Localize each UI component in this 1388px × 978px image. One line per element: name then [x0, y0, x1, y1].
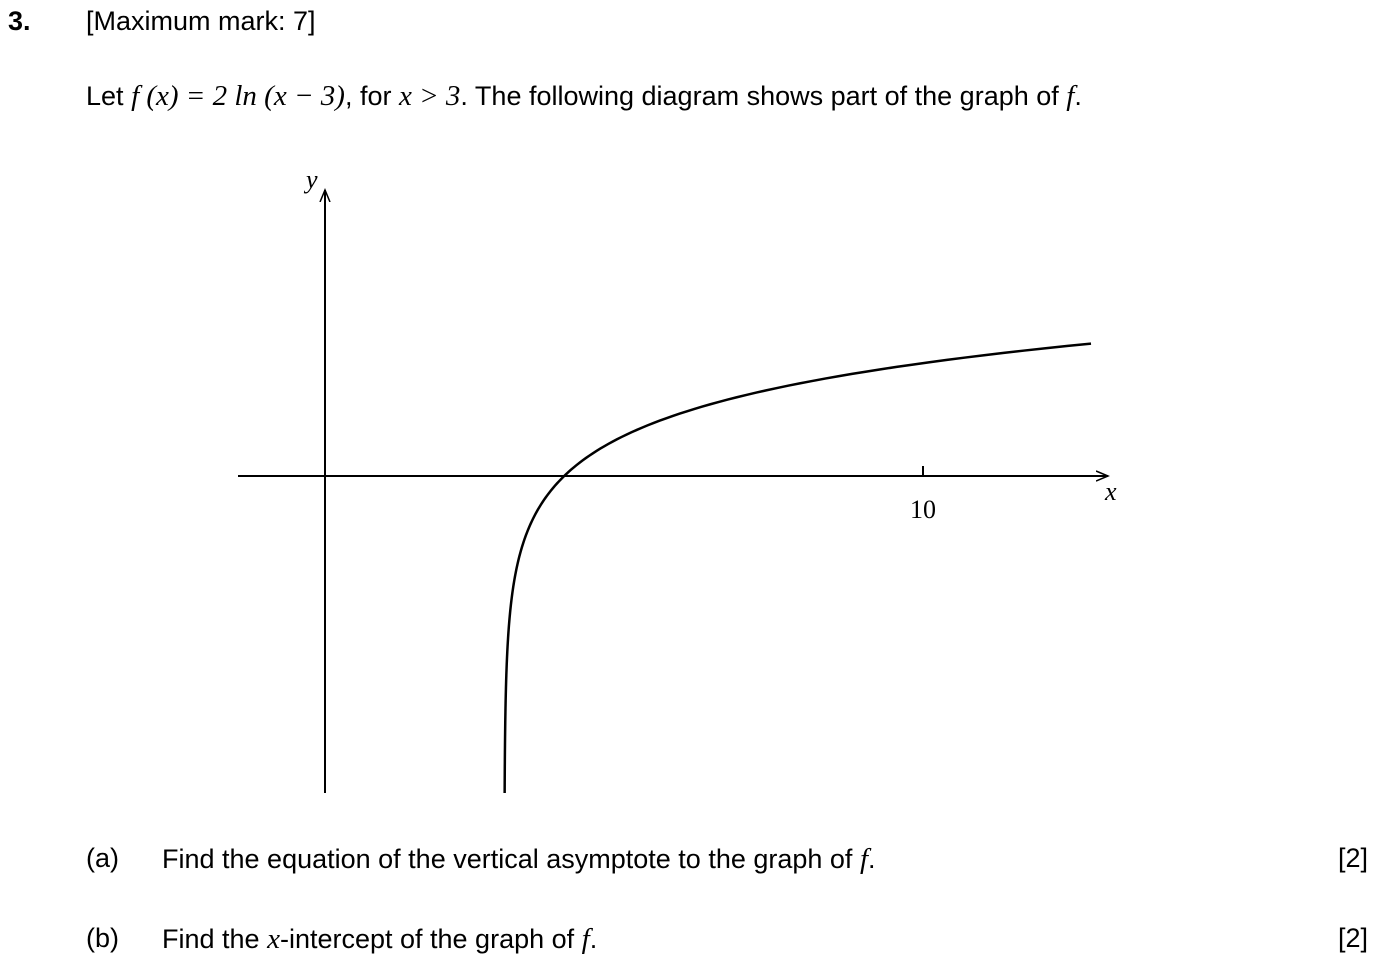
part-b-text-2: -intercept of the graph of — [279, 924, 575, 954]
function-definition: f (x) = 2 ln (x − 3) — [131, 80, 345, 112]
part-a-text: Find the equation of the vertical asympt… — [162, 844, 853, 874]
domain-condition: x > 3 — [398, 80, 461, 112]
part-a-marks: [2] — [1337, 843, 1368, 873]
x-tick-label: 10 — [910, 495, 936, 524]
y-axis-label: y — [303, 165, 318, 194]
part-b-variable-x: x — [267, 923, 280, 955]
part-b-marks: [2] — [1337, 923, 1368, 953]
intro-let: Let — [86, 81, 124, 111]
function-curve — [503, 342, 1092, 794]
part-b-question: Find the x-intercept of the graph of f. — [162, 923, 597, 956]
max-mark: [Maximum mark: 7] — [86, 6, 316, 36]
part-b-text: Find the — [162, 924, 260, 954]
intro-function-symbol: f — [1066, 80, 1075, 112]
part-b-label: (b) — [86, 923, 119, 953]
intro-rest: . The following diagram shows part of th… — [460, 81, 1059, 111]
part-a-label: (a) — [86, 843, 119, 873]
question-intro: Let f (x) = 2 ln (x − 3), for x > 3. The… — [86, 80, 1082, 113]
part-a-function-symbol: f — [859, 843, 869, 875]
intro-for: , for — [344, 81, 392, 111]
question-number: 3. — [8, 6, 31, 36]
part-a-question: Find the equation of the vertical asympt… — [162, 843, 876, 876]
part-b-function-symbol: f — [581, 923, 590, 955]
intro-end: . — [1074, 81, 1082, 111]
x-axis-label: x — [1104, 477, 1117, 506]
part-a-end: . — [868, 844, 876, 874]
part-b-end: . — [589, 924, 598, 954]
